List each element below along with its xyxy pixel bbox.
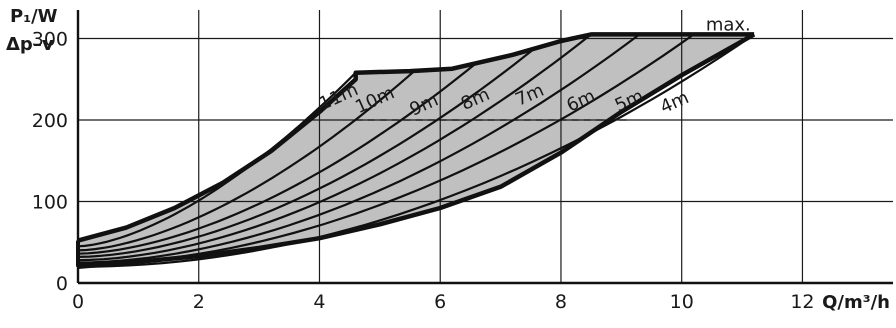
annotation-max: max. — [706, 14, 751, 35]
x-tick-label: 8 — [555, 291, 567, 313]
y-axis-subtitle: Δp–v — [6, 34, 54, 55]
y-axis-title: P₁/W — [10, 6, 58, 27]
y-tick-label: 0 — [56, 273, 68, 295]
curve-4m — [77, 33, 755, 268]
curve-7m — [77, 33, 592, 262]
y-tick-label: 100 — [32, 192, 68, 214]
curve-label-4m: 4m — [657, 87, 692, 118]
x-tick-label: 10 — [670, 291, 694, 313]
curve-9m — [77, 62, 478, 255]
curve-8m — [77, 45, 538, 258]
boundary-upper-line — [77, 32, 755, 243]
x-tick-label: 0 — [72, 291, 84, 313]
curve-11m — [77, 71, 357, 248]
curve-6m — [77, 33, 641, 264]
x-tick-label: 6 — [434, 291, 446, 313]
y-tick-label: 200 — [32, 110, 68, 132]
boundary-lower-line — [77, 32, 756, 269]
curve-10m — [77, 68, 417, 252]
y-tick-label: 300 — [32, 29, 68, 51]
x-tick-label: 2 — [193, 291, 205, 313]
x-axis-title: Q/m³/h — [822, 292, 890, 313]
x-tick-label: 4 — [313, 291, 325, 313]
x-tick-label: 12 — [790, 291, 814, 313]
